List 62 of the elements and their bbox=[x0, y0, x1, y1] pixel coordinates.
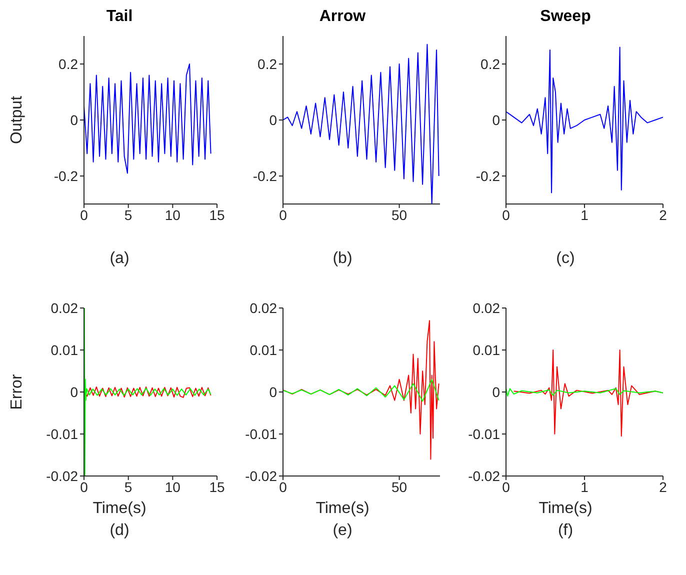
x-tick-label: 0 bbox=[279, 478, 288, 495]
text: (e) bbox=[332, 522, 352, 540]
line-series bbox=[84, 64, 212, 174]
x-tick-label: 5 bbox=[124, 206, 132, 223]
text: (b) bbox=[332, 250, 352, 268]
text: (a) bbox=[110, 250, 130, 268]
y-tick-label: 0.02 bbox=[472, 300, 500, 316]
chart-title: Tail bbox=[106, 8, 133, 27]
x-tick-label: 1 bbox=[580, 206, 589, 223]
x-tick-label: 15 bbox=[209, 478, 225, 495]
y-tick-label: 0.01 bbox=[472, 342, 500, 358]
text: (f) bbox=[558, 522, 574, 540]
line-series bbox=[506, 46, 663, 194]
x-tick-label: 10 bbox=[164, 478, 181, 495]
y-tick-label: -0.2 bbox=[252, 168, 278, 184]
line-series bbox=[506, 387, 663, 397]
y-tick-label: -0.2 bbox=[476, 168, 500, 184]
x-tick-label: 15 bbox=[209, 206, 225, 223]
y-axis-title: Error bbox=[8, 374, 26, 410]
y-tick-label: -0.02 bbox=[245, 468, 278, 484]
y-tick-label: 0.01 bbox=[50, 342, 78, 358]
y-tick-label: 0 bbox=[269, 384, 278, 400]
y-tick-label: -0.02 bbox=[46, 468, 78, 484]
y-tick-label: -0.01 bbox=[468, 426, 500, 442]
y-tick-label: 0 bbox=[492, 112, 500, 128]
y-tick-label: 0 bbox=[70, 384, 78, 400]
y-axis-title: Output bbox=[8, 95, 26, 144]
x-tick-label: 0 bbox=[502, 478, 510, 495]
x-tick-label: 2 bbox=[659, 478, 668, 495]
y-tick-label: -0.01 bbox=[245, 426, 278, 442]
y-tick-label: -0.02 bbox=[468, 468, 500, 484]
line-series bbox=[84, 386, 212, 398]
x-tick-label: 0 bbox=[502, 206, 510, 223]
y-tick-label: 0.01 bbox=[250, 342, 278, 358]
y-tick-label: 0.2 bbox=[258, 56, 278, 72]
line-series bbox=[283, 320, 440, 460]
chart-title: Sweep bbox=[540, 8, 591, 27]
x-tick-label: 5 bbox=[124, 478, 132, 495]
y-tick-label: 0.02 bbox=[250, 300, 278, 316]
y-tick-label: 0.02 bbox=[50, 300, 78, 316]
x-tick-label: 10 bbox=[164, 206, 181, 223]
text: (d) bbox=[110, 522, 130, 540]
y-tick-label: -0.01 bbox=[46, 426, 78, 442]
x-axis-title: Time(s) bbox=[316, 500, 370, 519]
line-series bbox=[283, 378, 440, 402]
y-tick-label: 0 bbox=[269, 112, 278, 128]
text: (c) bbox=[556, 250, 575, 268]
y-tick-label: 0 bbox=[492, 384, 500, 400]
y-tick-label: 0 bbox=[70, 112, 78, 128]
x-tick-label: 0 bbox=[80, 206, 88, 223]
y-tick-label: 0.2 bbox=[480, 56, 500, 72]
x-tick-label: 50 bbox=[392, 206, 408, 223]
x-tick-label: 50 bbox=[392, 478, 408, 495]
x-tick-label: 0 bbox=[80, 478, 88, 495]
y-tick-label: 0.2 bbox=[58, 56, 78, 72]
y-tick-label: -0.2 bbox=[54, 168, 78, 184]
chart-title: Arrow bbox=[319, 8, 366, 27]
x-tick-label: 2 bbox=[659, 206, 668, 223]
x-axis-title: Time(s) bbox=[538, 500, 592, 519]
x-axis-title: Time(s) bbox=[92, 500, 146, 519]
x-tick-label: 1 bbox=[580, 478, 589, 495]
x-tick-label: 0 bbox=[279, 206, 288, 223]
